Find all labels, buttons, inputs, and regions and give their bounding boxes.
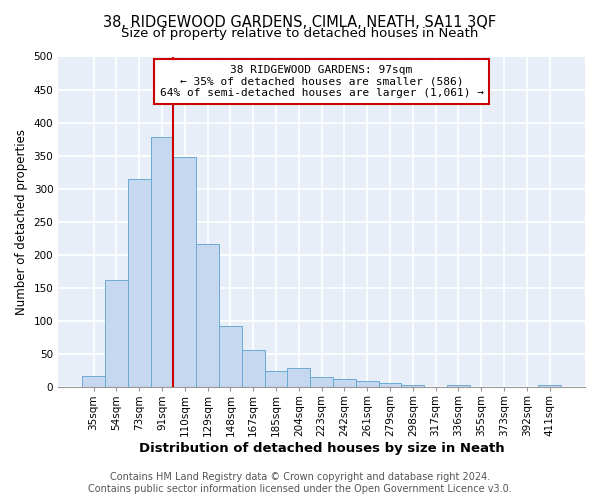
Bar (493, 386, 515, 388)
Bar (538, 386, 561, 388)
Bar (128, 179, 151, 388)
Y-axis label: Number of detached properties: Number of detached properties (15, 129, 28, 315)
Bar (470, 386, 493, 388)
Bar (287, 368, 310, 388)
Bar (401, 386, 424, 388)
Text: 38, RIDGEWOOD GARDENS, CIMLA, NEATH, SA11 3QF: 38, RIDGEWOOD GARDENS, CIMLA, NEATH, SA1… (103, 15, 497, 30)
Bar (242, 350, 265, 388)
X-axis label: Distribution of detached houses by size in Neath: Distribution of detached houses by size … (139, 442, 505, 455)
Text: Contains HM Land Registry data © Crown copyright and database right 2024.
Contai: Contains HM Land Registry data © Crown c… (88, 472, 512, 494)
Bar (151, 137, 173, 388)
Bar (515, 386, 538, 388)
Text: 38 RIDGEWOOD GARDENS: 97sqm
← 35% of detached houses are smaller (586)
64% of se: 38 RIDGEWOOD GARDENS: 97sqm ← 35% of det… (160, 65, 484, 98)
Bar (196, 244, 219, 388)
Bar (173, 157, 196, 388)
Bar (379, 384, 401, 388)
Bar (82, 376, 105, 388)
Bar (105, 280, 128, 388)
Bar (265, 371, 287, 388)
Bar (447, 384, 470, 388)
Text: Size of property relative to detached houses in Neath: Size of property relative to detached ho… (121, 28, 479, 40)
Bar (333, 380, 356, 388)
Bar (219, 326, 242, 388)
Bar (356, 382, 379, 388)
Bar (310, 378, 333, 388)
